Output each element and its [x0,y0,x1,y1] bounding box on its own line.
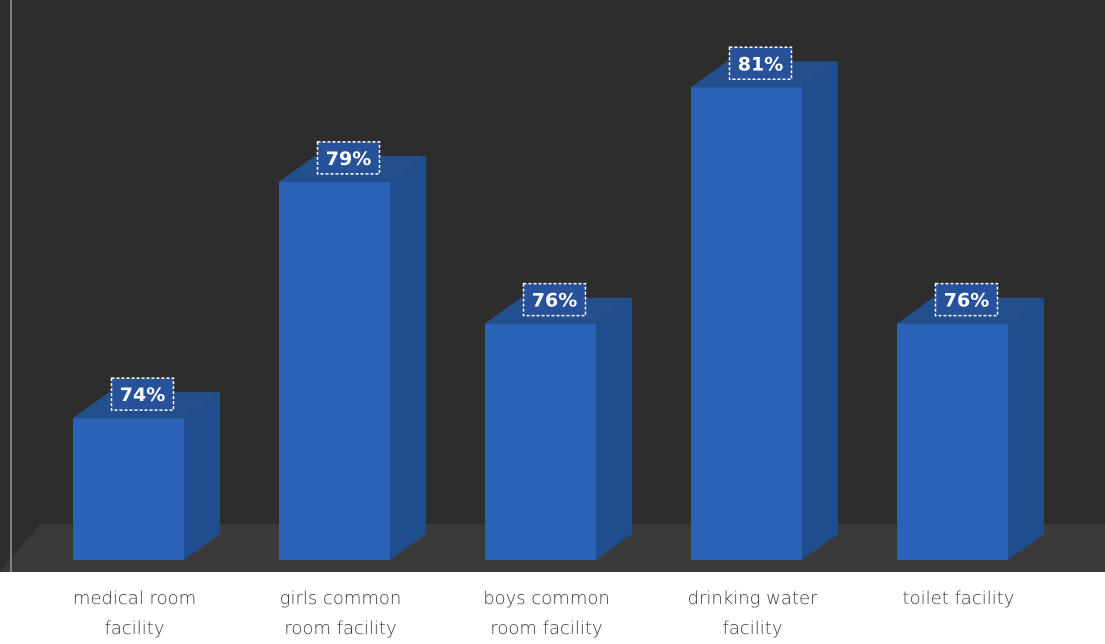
x-tick-label: toilet facility [902,588,1015,609]
bar-3 [485,297,632,560]
bar-front-face [897,323,1008,560]
data-label-box [934,282,999,317]
bar-2 [279,155,426,560]
bar-front-face [691,87,802,560]
bar-front-face [485,323,596,560]
data-label-text: 76% [532,290,577,312]
bars-group [73,61,1044,560]
data-label-5: 76% [934,282,999,317]
data-label-box [316,141,381,175]
bar-5 [897,297,1044,560]
bar-front-face [73,418,184,560]
bar-side-face [802,61,838,560]
x-tick-label: girls common room facility [279,588,402,639]
data-label-box [522,282,587,317]
bar-1 [73,392,220,560]
x-tick-label: drinking water facility [687,588,818,639]
data-label-3: 76% [522,282,587,317]
data-label-text: 81% [738,53,783,75]
data-label-text: 76% [944,290,989,312]
bar-side-face [596,297,632,560]
data-label-box [728,46,793,81]
bar-side-face [184,392,220,560]
bar-4 [691,61,838,560]
bar-side-face [390,155,426,560]
data-label-text: 74% [120,384,165,406]
data-labels-group: 74% 79% 76% 81% 76% [110,46,999,411]
data-label-1: 74% [110,377,175,411]
bar-front-face [279,181,390,560]
data-label-text: 79% [326,148,371,170]
bar-side-face [1008,297,1044,560]
x-tick-label: medical room facility [72,588,197,639]
data-label-4: 81% [728,46,793,81]
data-label-box [110,377,175,411]
data-label-2: 79% [316,141,381,175]
x-tick-label: boys common room facility [483,588,610,639]
